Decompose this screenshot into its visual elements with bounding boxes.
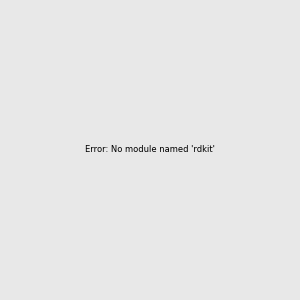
Text: Error: No module named 'rdkit': Error: No module named 'rdkit'	[85, 146, 215, 154]
